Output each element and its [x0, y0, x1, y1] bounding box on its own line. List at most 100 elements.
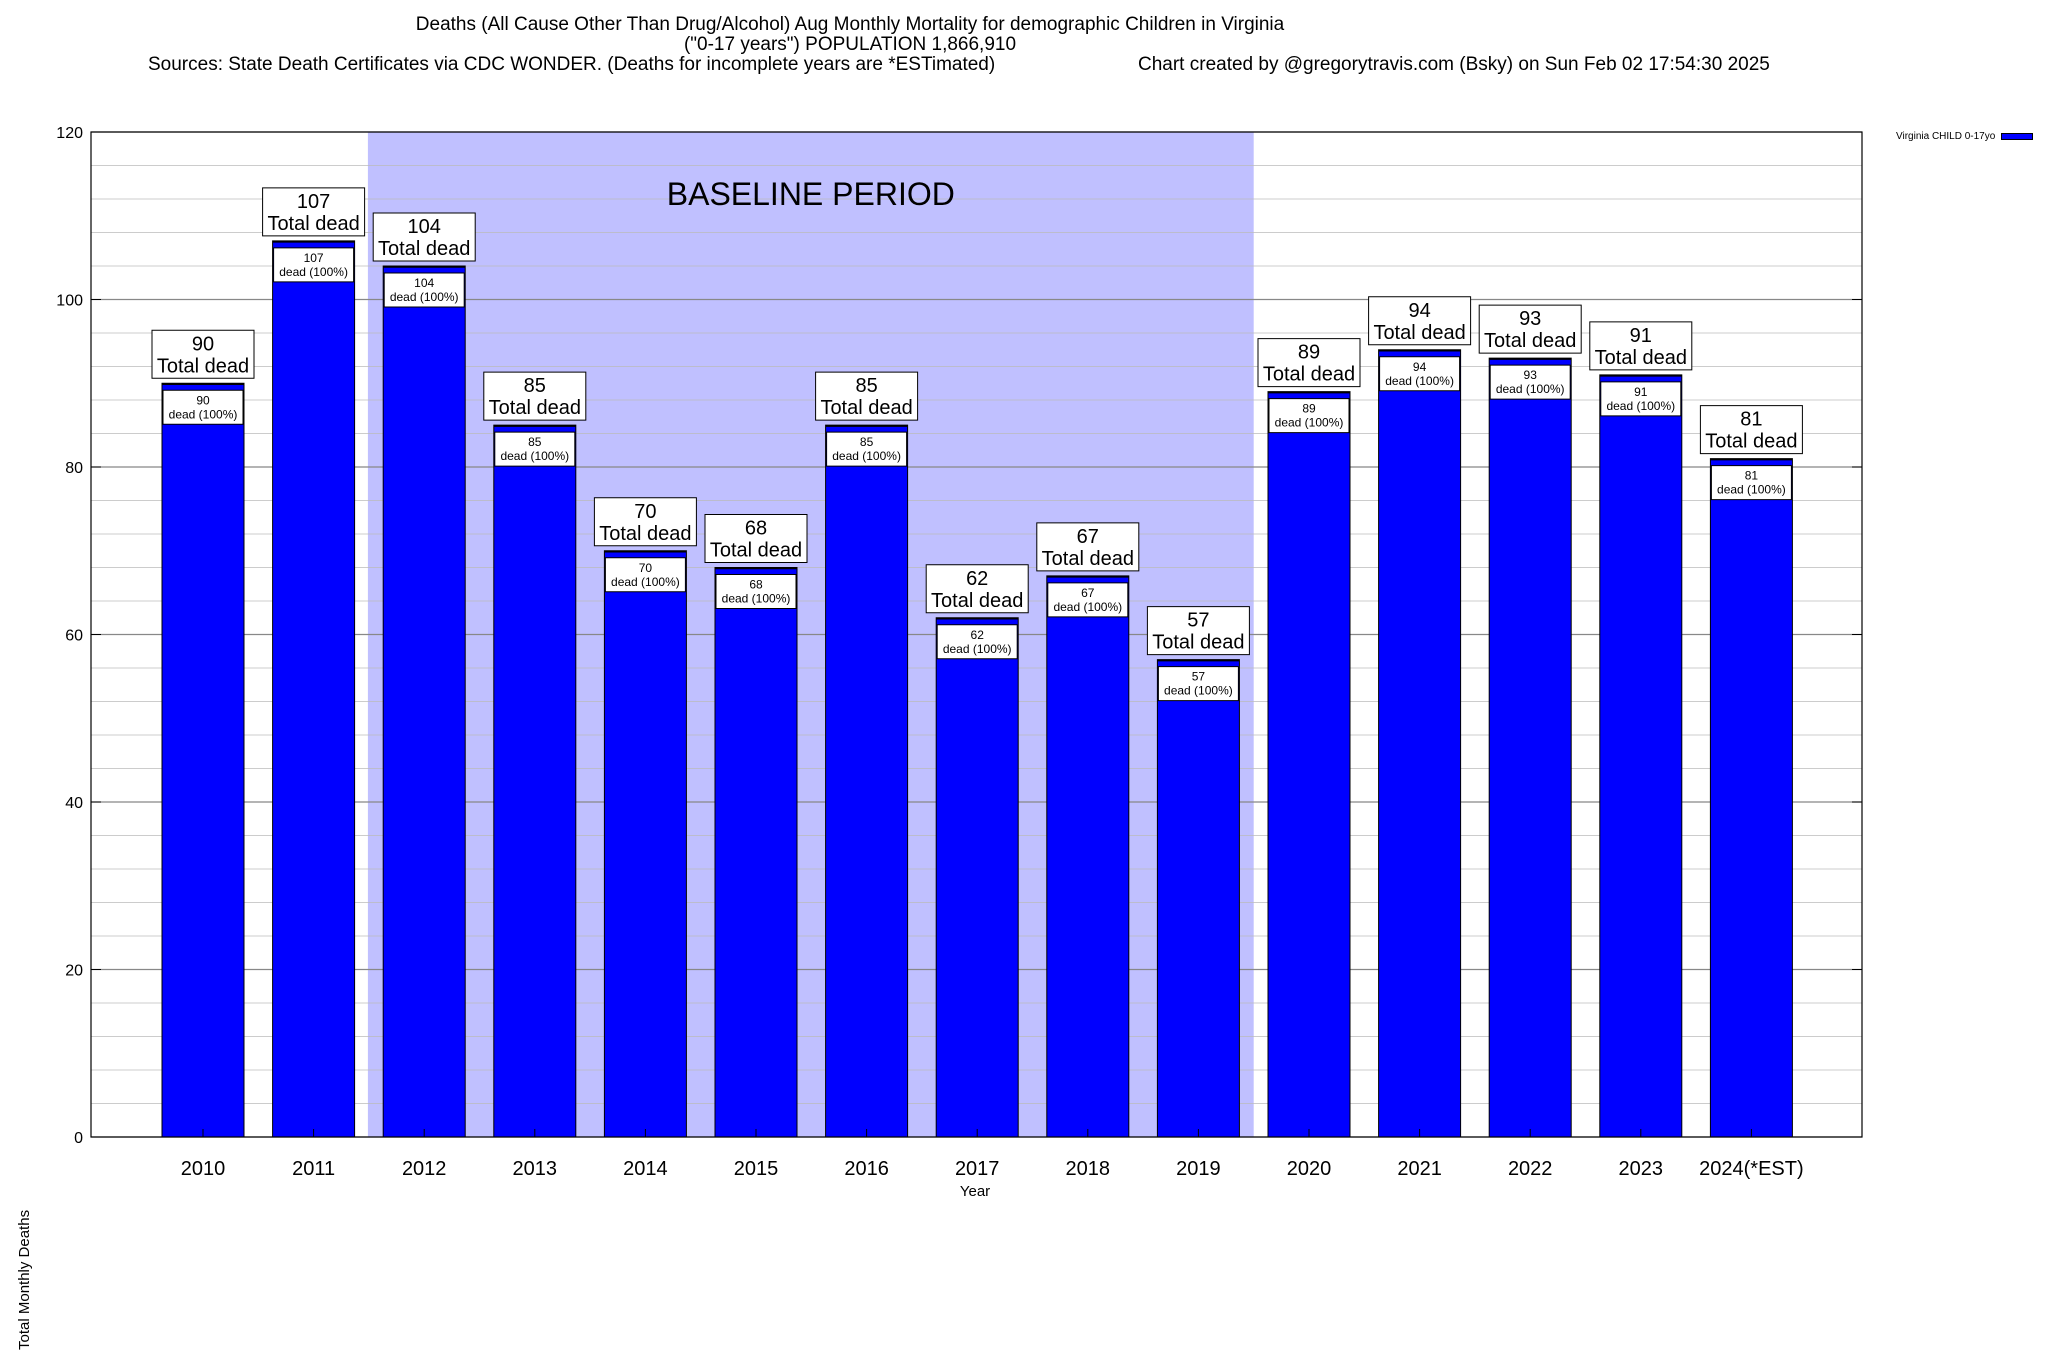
total-label-text: Total dead	[378, 238, 470, 260]
total-label-text: Total dead	[1705, 431, 1797, 453]
total-label-text: Total dead	[1152, 632, 1244, 654]
total-label-value: 85	[524, 375, 546, 397]
y-tick-label: 60	[65, 628, 83, 645]
x-tick-label: 2011	[292, 1158, 335, 1180]
inner-label-value: 91	[1634, 385, 1648, 399]
x-tick-label: 2014	[623, 1158, 668, 1180]
total-label-text: Total dead	[1042, 548, 1134, 570]
inner-label-text: dead (100%)	[1385, 374, 1454, 388]
total-label-value: 68	[745, 518, 767, 540]
inner-label-text: dead (100%)	[169, 407, 238, 421]
inner-label-box	[715, 574, 797, 609]
x-tick-label: 2020	[1287, 1158, 1332, 1180]
inner-label-value: 68	[749, 578, 763, 592]
total-label-value: 67	[1077, 526, 1099, 548]
inner-label-text: dead (100%)	[1275, 416, 1344, 430]
baseline-label: BASELINE PERIOD	[667, 176, 955, 212]
inner-label-box	[1157, 666, 1239, 702]
inner-label-box	[494, 431, 576, 467]
x-tick-label: 2022	[1508, 1158, 1553, 1180]
total-label-box	[593, 497, 697, 547]
bar	[493, 424, 577, 1138]
inner-label-text: dead (100%)	[722, 592, 791, 606]
inner-label-text: dead (100%)	[832, 449, 901, 463]
bar	[825, 424, 909, 1138]
total-label-text: Total dead	[1484, 330, 1576, 352]
bar	[1378, 349, 1462, 1138]
inner-label-box	[1489, 364, 1571, 400]
inner-label-value: 70	[639, 561, 653, 575]
inner-label-box	[383, 272, 465, 308]
inner-label-text: dead (100%)	[611, 575, 680, 589]
total-label-text: Total dead	[157, 355, 249, 377]
bar	[1599, 374, 1683, 1138]
legend-label: Virginia CHILD 0-17yo	[1896, 131, 1996, 142]
inner-label-value: 85	[528, 435, 542, 449]
total-label-box	[483, 371, 587, 421]
inner-label-text: dead (100%)	[1164, 684, 1233, 698]
inner-label-text: dead (100%)	[279, 265, 348, 279]
inner-label-value: 104	[414, 276, 434, 290]
total-label-box	[925, 564, 1029, 614]
total-label-text: Total dead	[489, 397, 581, 419]
y-axis-label: Total Monthly Deaths	[16, 1209, 33, 1350]
total-label-text: Total dead	[1595, 347, 1687, 369]
total-label-box	[151, 329, 255, 379]
total-label-box	[1036, 522, 1140, 572]
inner-label-value: 81	[1745, 469, 1759, 483]
total-label-value: 70	[634, 501, 656, 523]
total-label-text: Total dead	[931, 590, 1023, 612]
x-tick-label: 2021	[1397, 1158, 1442, 1180]
total-label-box	[815, 371, 919, 421]
x-tick-label: 2013	[513, 1158, 558, 1180]
inner-label-box	[936, 624, 1018, 660]
plot-frame	[90, 131, 1863, 1138]
bar	[1267, 391, 1351, 1138]
total-label-box	[704, 514, 808, 563]
bar	[1156, 659, 1240, 1138]
legend: Virginia CHILD 0-17yo	[1896, 131, 2034, 142]
y-tick-label: 120	[56, 125, 83, 142]
inner-label-text: dead (100%)	[500, 449, 569, 463]
total-label-value: 85	[855, 375, 877, 397]
total-label-box	[262, 187, 366, 237]
inner-label-value: 89	[1302, 402, 1316, 416]
inner-label-value: 62	[971, 628, 985, 642]
inner-label-text: dead (100%)	[943, 642, 1012, 656]
inner-label-box	[1710, 465, 1792, 501]
inner-label-box	[273, 247, 355, 283]
total-label-value: 104	[408, 216, 441, 238]
total-label-box	[1589, 321, 1693, 371]
bar	[272, 240, 356, 1138]
total-label-value: 81	[1740, 409, 1762, 431]
total-label-value: 91	[1630, 325, 1652, 347]
total-label-text: Total dead	[599, 523, 691, 545]
x-tick-label: 2015	[734, 1158, 779, 1180]
inner-label-text: dead (100%)	[1606, 399, 1675, 413]
total-label-box	[1478, 304, 1582, 354]
inner-label-value: 67	[1081, 586, 1095, 600]
x-tick-label: 2016	[844, 1158, 889, 1180]
total-label-text: Total dead	[1263, 364, 1355, 386]
chart-title: Deaths (All Cause Other Than Drug/Alcoho…	[415, 14, 1285, 35]
x-tick-label: 2024(*EST)	[1699, 1158, 1804, 1180]
inner-label-value: 94	[1413, 360, 1427, 374]
y-tick-label: 0	[74, 1130, 83, 1147]
inner-label-box	[826, 431, 908, 467]
total-label-value: 107	[297, 191, 330, 213]
total-label-text: Total dead	[267, 213, 359, 235]
inner-label-text: dead (100%)	[1717, 483, 1786, 497]
total-label-text: Total dead	[820, 397, 912, 419]
chart-subtitle: ("0-17 years") POPULATION 1,866,910	[683, 34, 1017, 55]
inner-label-text: dead (100%)	[1496, 382, 1565, 396]
inner-label-box	[1600, 381, 1682, 417]
legend-swatch	[2001, 132, 2034, 140]
total-label-box	[1368, 296, 1472, 346]
y-tick-label: 80	[65, 460, 83, 477]
x-tick-label: 2012	[402, 1158, 447, 1180]
inner-label-box	[1268, 398, 1350, 434]
bar	[935, 617, 1019, 1138]
total-label-value: 62	[966, 568, 988, 590]
inner-label-value: 57	[1192, 670, 1206, 684]
